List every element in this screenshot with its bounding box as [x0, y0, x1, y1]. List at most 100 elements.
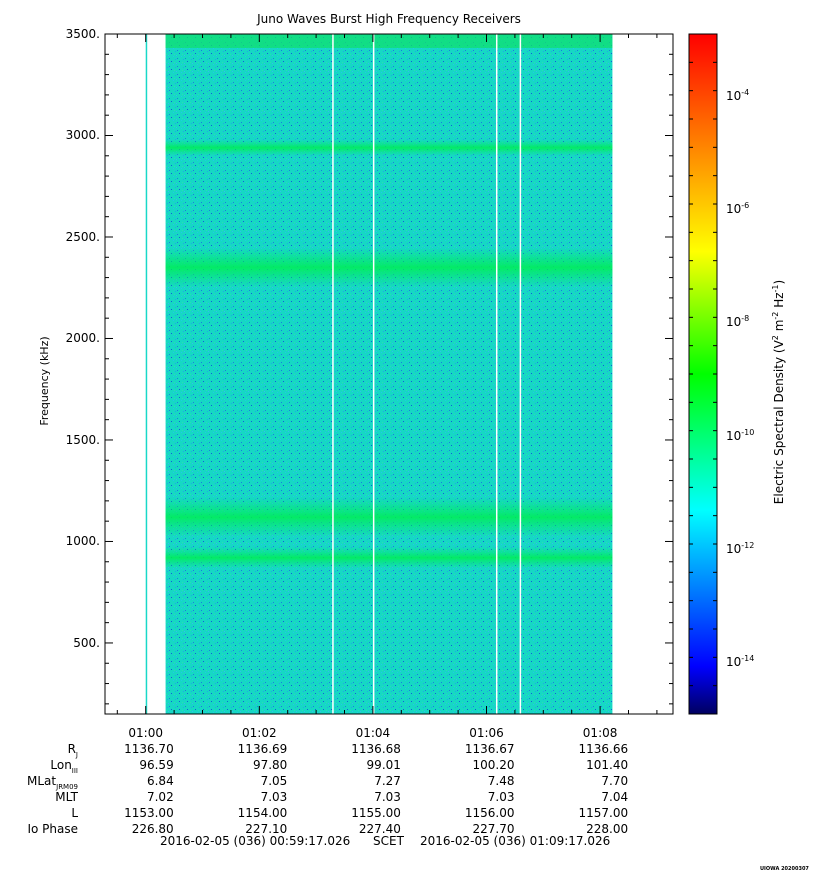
ephemeris-value: 99.01	[366, 758, 401, 772]
ephemeris-label-text: Lon	[50, 758, 72, 772]
ephemeris-label-text: MLat	[27, 774, 57, 788]
emission-band	[165, 497, 613, 538]
spectrogram-data-block	[165, 34, 613, 714]
y-tick-label: 2000.	[65, 331, 100, 346]
colorbar-tick-label: 10-6	[726, 201, 750, 218]
colorbar-tick-base: 10	[726, 428, 742, 443]
ephemeris-value: 7.05	[260, 774, 288, 788]
footer-time-system: SCET	[373, 834, 404, 848]
data-gap-line	[332, 34, 334, 714]
ephemeris-value: 7.27	[374, 774, 401, 788]
colorbar-tick-label: 10-4	[726, 87, 750, 105]
colorbar	[688, 33, 718, 715]
y-tick-label: 500.	[73, 635, 100, 650]
colorbar-tick-exponent: -4	[741, 87, 750, 97]
ephemeris-label-text: MLT	[55, 790, 78, 804]
ephemeris-value: 97.80	[252, 758, 288, 772]
y-tick-label: 3500.	[65, 27, 100, 41]
x-tick-label: 01:02	[242, 726, 277, 740]
ephemeris-value: 6.84	[146, 774, 174, 788]
ephemeris-value: 7.70	[601, 774, 629, 788]
credit-stamp: UIOWA 20200307	[760, 866, 809, 872]
ephemeris-value: 228.00	[586, 822, 629, 836]
ephemeris-value: 101.40	[586, 758, 629, 772]
ephemeris-value: 227.10	[245, 822, 288, 836]
ephemeris-value: 7.02	[146, 790, 174, 804]
colorbar-tick-exponent: -6	[741, 201, 750, 210]
plot-frame	[104, 33, 674, 715]
emission-band	[165, 546, 613, 569]
footer-start-time: 2016-02-05 (036) 00:59:17.026	[160, 834, 351, 848]
chart-title: Juno Waves Burst High Frequency Receiver…	[257, 12, 521, 26]
x-tick-label: 01:08	[582, 726, 618, 740]
colorbar-tick-exponent: -12	[741, 541, 755, 550]
ephemeris-value: 1157.00	[578, 806, 629, 820]
ephemeris-value: 100.20	[472, 758, 515, 772]
y-tick-label: 3000.	[65, 128, 100, 143]
emission-band	[165, 139, 613, 156]
emission-band	[165, 247, 613, 288]
ephemeris-label-text: R	[67, 742, 76, 756]
ephemeris-row-label: LonIII	[0, 758, 78, 775]
ephemeris-value: 7.03	[260, 790, 288, 804]
x-tick-label: 01:06	[469, 726, 504, 740]
data-gap-line	[495, 34, 498, 714]
colorbar-tick-exponent: -10	[741, 427, 755, 437]
ephemeris-value: 96.59	[139, 758, 174, 772]
ephemeris-label-subscript: JRM09	[56, 783, 78, 791]
colorbar-tick-label: 10-14	[726, 654, 755, 671]
ephemeris-row-label: L	[0, 806, 78, 820]
ephemeris-row-label: MLatJRM09	[0, 774, 78, 791]
x-tick-label: 01:04	[355, 726, 391, 740]
y-axis	[105, 33, 673, 705]
ephemeris-label-subscript: III	[71, 767, 78, 775]
ephemeris-value: 7.04	[601, 790, 629, 804]
ephemeris-value: 1136.68	[351, 742, 401, 756]
ephemeris-value: 1153.00	[124, 806, 174, 820]
colorbar-tick-base: 10	[726, 202, 742, 216]
ephemeris-label-text: Io Phase	[27, 822, 78, 836]
colorbar-tick-exponent: -14	[741, 654, 755, 664]
colorbar-tick-base: 10	[726, 655, 742, 670]
y-tick-label: 1500.	[65, 432, 100, 447]
ephemeris-value: 226.80	[131, 822, 174, 836]
ephemeris-value: 1136.67	[464, 742, 515, 756]
colorbar-tick-base: 10	[726, 88, 742, 103]
colorbar-tick-label: 10-12	[726, 541, 755, 558]
ephemeris-value: 1156.00	[464, 806, 515, 820]
footer-end-time: 2016-02-05 (036) 01:09:17.026	[420, 834, 611, 848]
ephemeris-value: 7.48	[487, 774, 515, 788]
colorbar-tick-exponent: -8	[741, 314, 750, 324]
colorbar-tick-base: 10	[726, 542, 742, 556]
data-gap-line	[519, 34, 522, 714]
ephemeris-value: 1136.69	[237, 742, 288, 756]
ephemeris-row-label: Io Phase	[0, 822, 78, 836]
top-emission-edge	[165, 34, 613, 48]
ephemeris-value: 1155.00	[351, 806, 401, 820]
ephemeris-value: 1136.66	[578, 742, 629, 756]
x-tick-label: 01:00	[128, 726, 163, 740]
x-axis	[116, 34, 658, 714]
colorbar-tick-base: 10	[726, 315, 742, 330]
ephemeris-value: 227.70	[472, 822, 515, 836]
ephemeris-value: 7.03	[487, 790, 515, 804]
isolated-data-column	[145, 34, 148, 714]
y-tick-label: 2500.	[65, 229, 100, 244]
colorbar-tick-label: 10-10	[726, 427, 755, 445]
ephemeris-value: 1154.00	[237, 806, 288, 820]
spectrogram-plot-area	[104, 33, 674, 715]
ephemeris-value: 1136.70	[124, 742, 174, 756]
ephemeris-label-text: L	[71, 806, 78, 820]
y-tick-label: 1000.	[65, 534, 100, 549]
colorbar-tick-label: 10-8	[726, 314, 750, 331]
ephemeris-value: 7.03	[374, 790, 401, 804]
ephemeris-row-label: RJ	[0, 742, 78, 759]
data-gap-line	[372, 34, 375, 714]
colorbar-gradient	[688, 33, 718, 715]
colorbar-label: Electric Spectral Density (V2 m-2 Hz-1)	[771, 279, 786, 505]
ephemeris-label-subscript: J	[75, 751, 78, 759]
ephemeris-value: 227.40	[358, 822, 401, 836]
ephemeris-row-label: MLT	[0, 790, 78, 804]
